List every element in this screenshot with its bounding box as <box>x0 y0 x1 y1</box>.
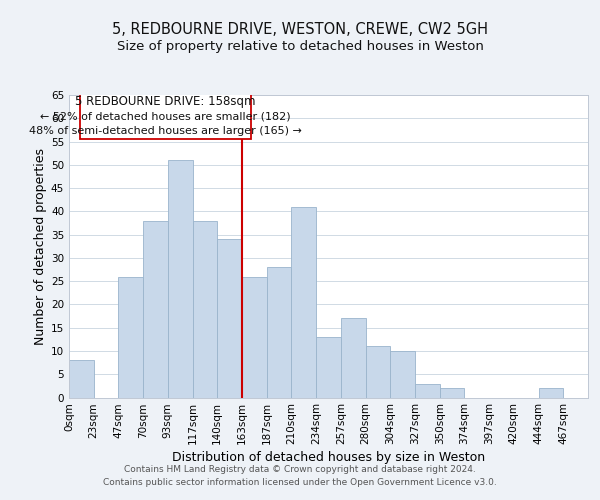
Text: 48% of semi-detached houses are larger (165) →: 48% of semi-detached houses are larger (… <box>29 126 302 136</box>
Y-axis label: Number of detached properties: Number of detached properties <box>34 148 47 345</box>
Bar <box>69 360 94 398</box>
X-axis label: Distribution of detached houses by size in Weston: Distribution of detached houses by size … <box>172 452 485 464</box>
Text: ← 52% of detached houses are smaller (182): ← 52% of detached houses are smaller (18… <box>40 112 290 122</box>
Bar <box>217 240 242 398</box>
Text: Size of property relative to detached houses in Weston: Size of property relative to detached ho… <box>116 40 484 53</box>
Bar <box>267 267 292 398</box>
Bar <box>193 220 217 398</box>
Bar <box>365 346 390 398</box>
FancyBboxPatch shape <box>80 92 251 139</box>
Bar <box>292 206 316 398</box>
Bar <box>440 388 464 398</box>
Text: Contains public sector information licensed under the Open Government Licence v3: Contains public sector information licen… <box>103 478 497 487</box>
Bar <box>539 388 563 398</box>
Bar <box>415 384 440 398</box>
Bar <box>316 337 341 398</box>
Bar <box>118 276 143 398</box>
Bar <box>143 220 168 398</box>
Bar <box>242 276 267 398</box>
Bar <box>390 351 415 398</box>
Text: Contains HM Land Registry data © Crown copyright and database right 2024.: Contains HM Land Registry data © Crown c… <box>124 466 476 474</box>
Bar <box>168 160 193 398</box>
Bar <box>341 318 365 398</box>
Text: 5 REDBOURNE DRIVE: 158sqm: 5 REDBOURNE DRIVE: 158sqm <box>75 94 256 108</box>
Text: 5, REDBOURNE DRIVE, WESTON, CREWE, CW2 5GH: 5, REDBOURNE DRIVE, WESTON, CREWE, CW2 5… <box>112 22 488 38</box>
